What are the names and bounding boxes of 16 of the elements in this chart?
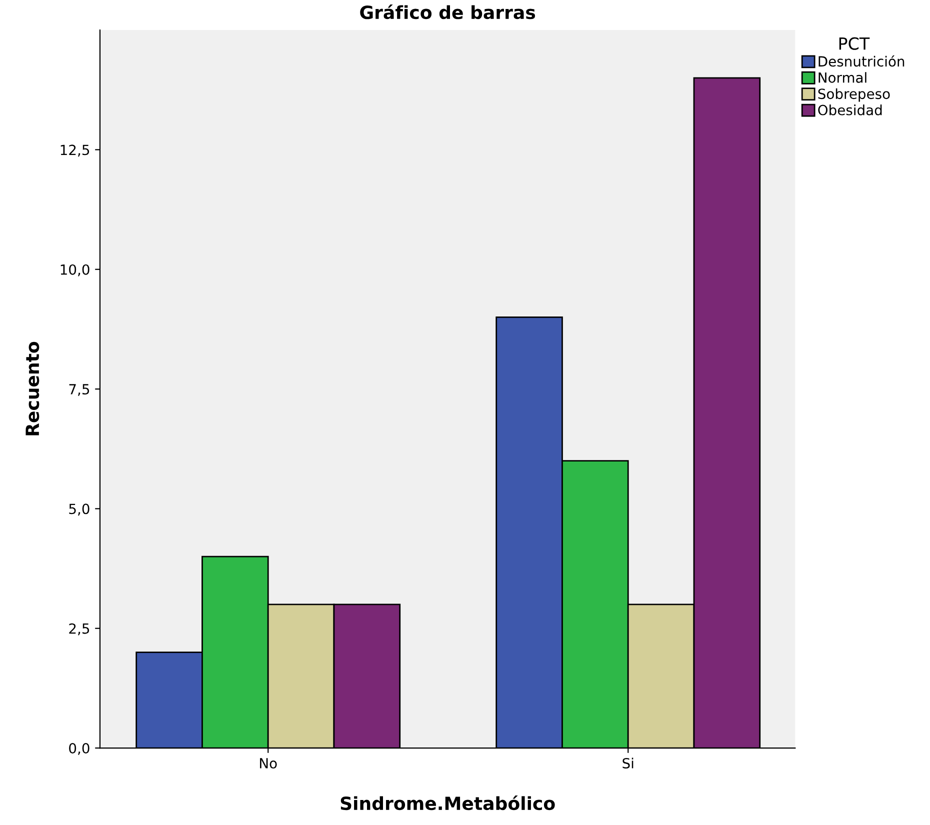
legend-title: PCT [839,37,870,50]
y-axis-title: Recuento [26,342,40,436]
legend-label: Normal [818,72,866,83]
legend-label: Sobrepeso [818,88,890,102]
chart-title: Gráfico de barras [360,4,536,20]
y-tick-label: 12,5 [60,144,90,157]
x-tick-label: Si [622,758,634,768]
y-tick-label: 2,5 [69,623,90,636]
x-tick-label: No [260,758,277,768]
y-tick-label: 5,0 [69,504,90,516]
y-tick-label: 7,5 [69,384,90,396]
y-tick-label: 10,0 [60,264,90,276]
legend-label: Obesidad [818,104,882,116]
y-tick-label: 0,0 [69,742,90,755]
legend-label: Desnutrición [818,55,904,67]
x-axis-title: Sindrome.Metabólico [340,795,555,810]
